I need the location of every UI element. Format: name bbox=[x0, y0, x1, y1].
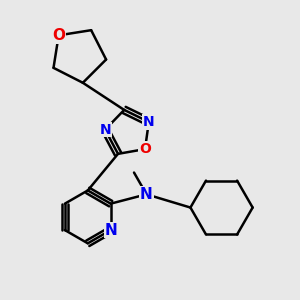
Text: N: N bbox=[140, 187, 153, 202]
Text: O: O bbox=[52, 28, 65, 43]
Text: N: N bbox=[99, 123, 111, 136]
Text: N: N bbox=[143, 115, 154, 129]
Text: O: O bbox=[139, 142, 151, 156]
Text: N: N bbox=[104, 223, 117, 238]
